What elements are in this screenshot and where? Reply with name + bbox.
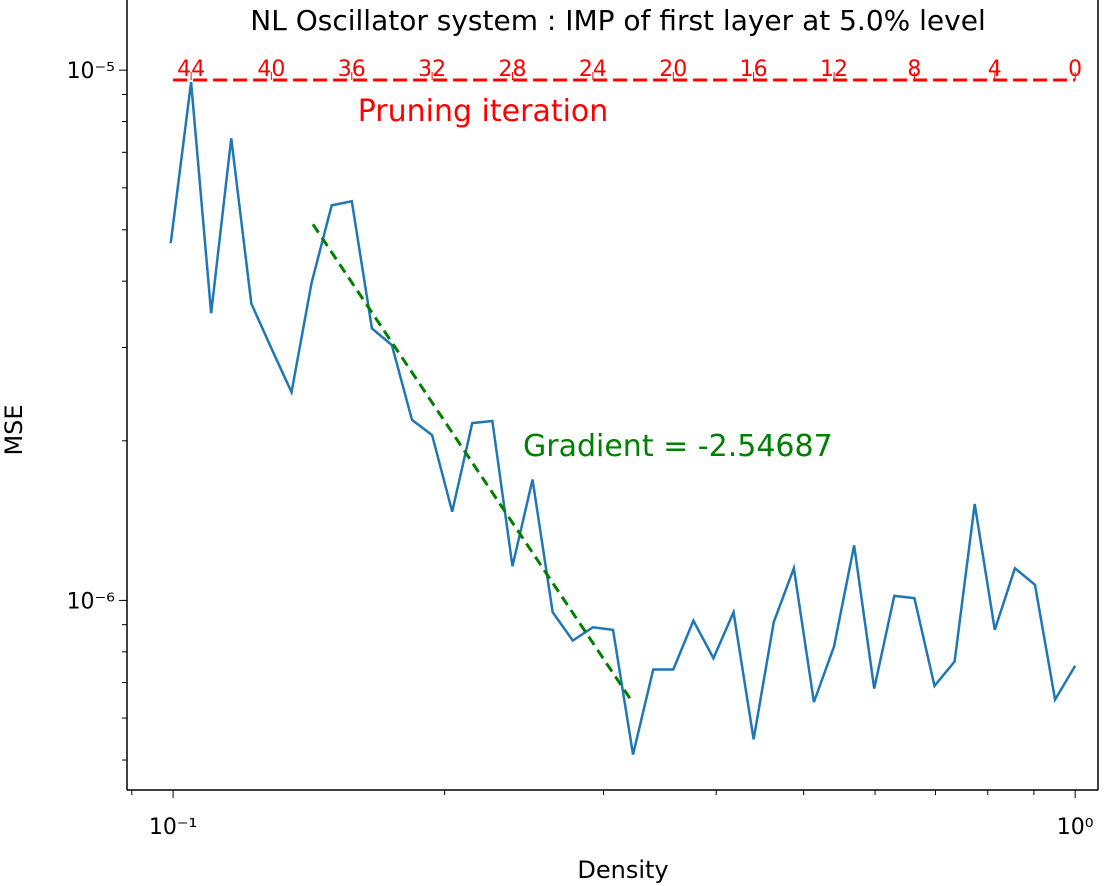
- x-tick-label: 10⁻¹: [149, 815, 197, 840]
- annotation: Gradient = -2.54687: [523, 429, 833, 464]
- top-tick-label: 8: [907, 57, 921, 82]
- top-tick-label: 40: [257, 57, 285, 82]
- top-tick-label: 20: [659, 57, 687, 82]
- top-tick-label: 12: [820, 57, 848, 82]
- top-tick-label: 4: [988, 57, 1002, 82]
- top-tick-label: 28: [498, 57, 526, 82]
- y-tick-label: 10⁻⁶: [67, 589, 116, 614]
- x-tick-label: 10⁰: [1057, 815, 1094, 840]
- chart-title: NL Oscillator system : IMP of first laye…: [250, 4, 985, 37]
- top-tick-label: 16: [740, 57, 768, 82]
- y-axis-label: MSE: [0, 404, 28, 455]
- x-axis-label: Density: [577, 856, 668, 884]
- data-line: [169, 81, 1077, 755]
- top-axis-label: Pruning iteration: [358, 94, 609, 129]
- top-tick-label: 0: [1068, 57, 1082, 82]
- y-tick-label: 10⁻⁵: [67, 59, 115, 84]
- fit-line: [311, 223, 635, 705]
- top-tick-label: 44: [177, 57, 205, 82]
- top-tick-label: 36: [338, 57, 366, 82]
- top-tick-label: 32: [418, 57, 446, 82]
- top-tick-label: 24: [579, 57, 607, 82]
